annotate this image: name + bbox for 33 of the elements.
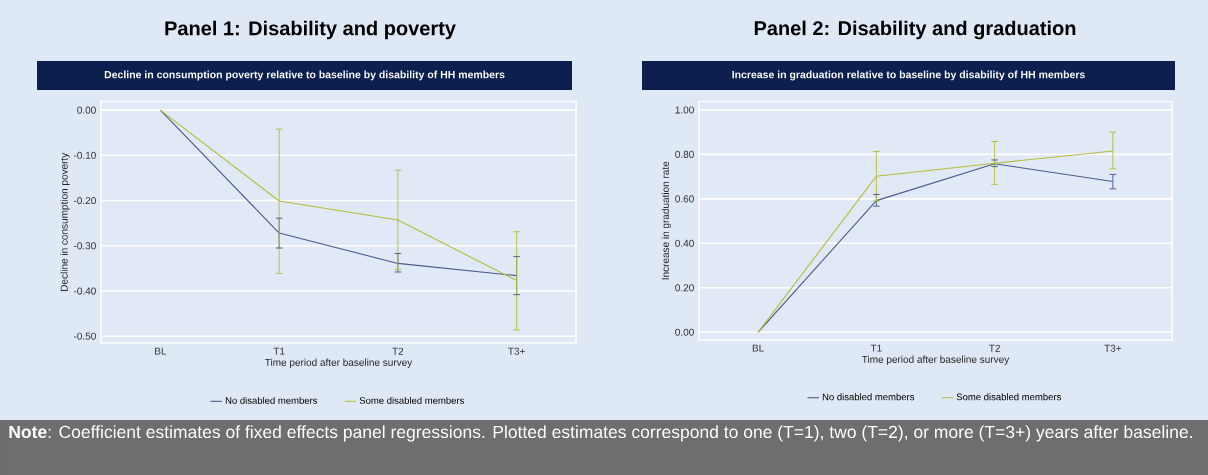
legend-label: Some disabled members xyxy=(359,396,464,404)
y-tick-label: -0.40 xyxy=(73,287,96,295)
y-tick-label: 0.00 xyxy=(675,328,694,336)
y-tick-label: 0.40 xyxy=(675,239,694,247)
y-tick-label: -0.50 xyxy=(73,332,96,340)
y-tick-label: -0.30 xyxy=(73,242,96,250)
chart-subtitle: Decline in consumption poverty relative to baseline by disability of HH members xyxy=(104,70,505,81)
text: Note: Coefficient estimates of fixed effects panel regressions. Plotted estimates correspond to one (T=1), two (T=2), or more (T=3+) years after baseline. xyxy=(9,425,1192,442)
chart-subtitle: Increase in graduation relative to baseline by disability of HH members xyxy=(732,70,1085,81)
x-tick-label: BL xyxy=(155,347,167,355)
x-tick-label: T2 xyxy=(989,344,1000,352)
y-tick-label: 0.20 xyxy=(675,284,694,292)
chart-title: Panel 2: Disability and graduation xyxy=(754,20,1076,40)
y-tick-label: 0.00 xyxy=(77,106,96,114)
x-tick-label: T3+ xyxy=(1104,344,1122,352)
y-tick-label: 0.60 xyxy=(675,195,694,203)
legend-label: Some disabled members xyxy=(956,393,1061,401)
x-tick-label: T1 xyxy=(273,347,285,355)
x-axis-title: Time period after baseline survey xyxy=(265,358,413,368)
y-tick-label: -0.10 xyxy=(73,151,96,159)
y-axis-title: Decline in consumption poverty xyxy=(60,152,70,291)
y-tick-label: 0.80 xyxy=(675,150,694,158)
x-axis-title: Time period after baseline survey xyxy=(861,355,1010,365)
x-tick-label: T1 xyxy=(870,344,882,352)
x-tick-label: T3+ xyxy=(508,347,525,355)
legend-label: No disabled members xyxy=(822,393,915,401)
x-tick-label: T2 xyxy=(392,347,404,355)
y-tick-label: 1.00 xyxy=(675,106,694,114)
y-axis-title: Increase in graduation rate xyxy=(661,161,671,280)
x-tick-label: BL xyxy=(752,344,764,352)
y-tick-label: -0.20 xyxy=(73,197,96,205)
chart-title: Panel 1: Disability and poverty xyxy=(165,20,456,40)
legend-label: No disabled members xyxy=(225,396,318,404)
